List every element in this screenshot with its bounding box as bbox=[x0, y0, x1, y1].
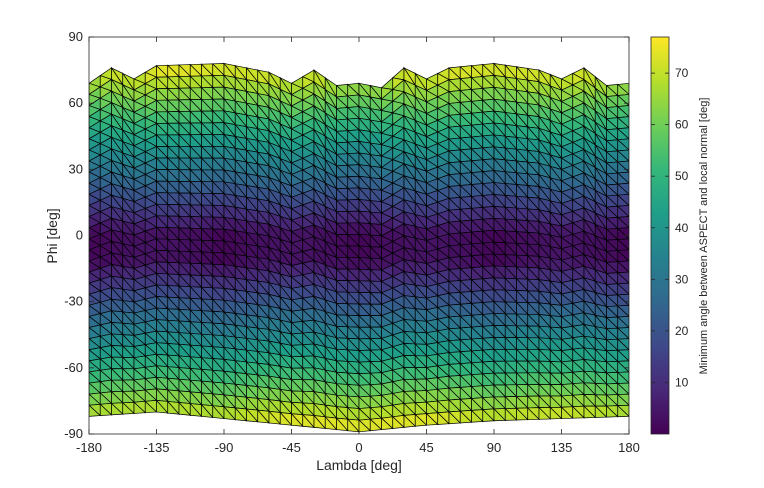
x-tick-label: -45 bbox=[282, 440, 301, 455]
mesh-triangle bbox=[369, 418, 383, 432]
mesh-triangle bbox=[538, 406, 552, 420]
y-tick-label: 0 bbox=[76, 228, 83, 243]
colorbar bbox=[650, 36, 670, 435]
mesh-triangle bbox=[302, 413, 315, 428]
y-tick-label: -30 bbox=[64, 294, 83, 309]
mesh-triangle bbox=[561, 406, 574, 419]
mesh-triangle bbox=[122, 401, 135, 415]
colorbar-tick-label: 30 bbox=[675, 272, 689, 286]
mesh-triangle bbox=[426, 412, 439, 426]
mesh-triangle bbox=[144, 400, 158, 414]
x-tick-label: 0 bbox=[355, 440, 362, 455]
y-tick-label: -60 bbox=[64, 360, 83, 375]
x-tick-label: 135 bbox=[551, 440, 573, 455]
mesh-triangle bbox=[358, 419, 372, 433]
mesh-triangle bbox=[493, 407, 507, 422]
mesh-triangle bbox=[189, 402, 203, 417]
mesh-triangle bbox=[606, 405, 619, 418]
mesh-triangle bbox=[324, 415, 338, 431]
colorbar-tick-label: 40 bbox=[675, 221, 689, 235]
x-axis: -180 -135 -90 -45 0 45 90 135 180 bbox=[76, 37, 640, 455]
x-tick-label: -180 bbox=[76, 440, 102, 455]
mesh-triangle bbox=[268, 410, 282, 425]
mesh-triangle bbox=[516, 407, 529, 421]
colorbar-tick-label: 50 bbox=[675, 169, 689, 183]
x-tick-label: -135 bbox=[143, 440, 169, 455]
mesh-triangle bbox=[234, 406, 248, 422]
x-tick-label: 180 bbox=[618, 440, 640, 455]
x-tick-label: 90 bbox=[487, 440, 501, 455]
x-tick-label: -90 bbox=[215, 440, 234, 455]
mesh-triangle bbox=[414, 413, 428, 427]
y-tick-label: -90 bbox=[64, 426, 83, 441]
mesh-triangle bbox=[392, 415, 405, 429]
colorbar-tick-label: 70 bbox=[675, 66, 689, 80]
mesh-triangle bbox=[448, 411, 462, 425]
x-tick-label: 45 bbox=[419, 440, 433, 455]
y-tick-label: 60 bbox=[69, 95, 83, 110]
mesh-triangle bbox=[471, 409, 484, 423]
mesh-triangle bbox=[403, 414, 417, 428]
colorbar-axis: 10 20 30 40 50 60 70 bbox=[651, 66, 689, 389]
mesh-triangle bbox=[583, 405, 597, 419]
mesh-triangle bbox=[313, 414, 327, 429]
mesh-triangle bbox=[504, 407, 518, 421]
y-tick-label: 30 bbox=[69, 161, 83, 176]
y-axis-label: Phi [deg] bbox=[44, 208, 60, 263]
mesh-triangle bbox=[156, 399, 169, 414]
colorbar-label: Minimum angle between ASPECT and local n… bbox=[698, 98, 710, 375]
mesh-triangle bbox=[257, 409, 270, 424]
mesh-triangle bbox=[482, 408, 495, 422]
colorbar-tick-label: 20 bbox=[675, 324, 689, 338]
y-tick-label: 90 bbox=[69, 29, 83, 44]
y-axis: -90 -60 -30 0 30 60 90 bbox=[64, 29, 629, 441]
mesh-triangle bbox=[617, 404, 629, 418]
surface-mesh bbox=[89, 62, 629, 433]
mesh-triangle bbox=[347, 418, 360, 433]
mesh-triangle bbox=[381, 417, 394, 430]
mesh-triangle bbox=[99, 403, 113, 416]
mesh-triangle bbox=[437, 411, 450, 425]
mesh-triangle bbox=[336, 417, 349, 432]
colorbar-tick-label: 60 bbox=[675, 118, 689, 132]
mesh-triangle bbox=[111, 402, 124, 416]
mesh-triangle bbox=[246, 408, 259, 423]
mesh-triangle bbox=[549, 406, 563, 420]
mesh-triangle bbox=[212, 404, 225, 419]
mesh-triangle bbox=[167, 400, 180, 415]
colorbar-tick-label: 10 bbox=[675, 375, 689, 389]
mesh-triangle bbox=[572, 405, 585, 419]
mesh-triangle bbox=[89, 404, 102, 417]
x-axis-label: Lambda [deg] bbox=[316, 457, 402, 473]
mesh-triangle bbox=[279, 411, 293, 426]
mesh-triangle bbox=[133, 401, 147, 414]
mesh-triangle bbox=[594, 405, 608, 418]
mesh-triangle bbox=[291, 412, 304, 427]
mesh-triangle bbox=[201, 403, 214, 418]
mesh-triangle bbox=[527, 407, 540, 421]
mesh-triangle bbox=[178, 401, 192, 416]
mesh-triangle bbox=[459, 410, 473, 424]
mesh-triangle bbox=[223, 405, 237, 421]
